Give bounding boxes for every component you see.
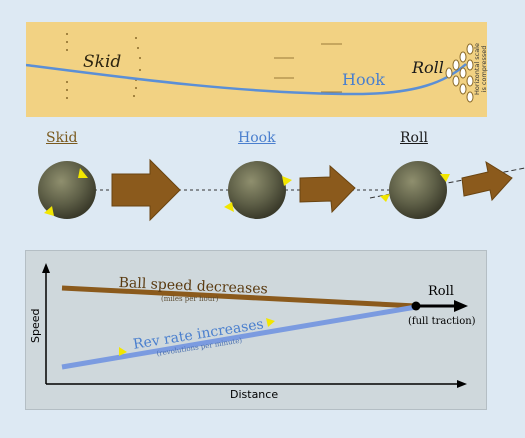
roll-arrow-head xyxy=(454,300,468,312)
roll-ball xyxy=(389,161,447,219)
rev-marker-right xyxy=(266,318,275,327)
rev-marker-left xyxy=(119,347,127,356)
hook-ball xyxy=(228,161,286,219)
graph-drawing xyxy=(42,263,468,388)
lane-marks xyxy=(274,43,342,93)
x-axis-label: Distance xyxy=(230,388,279,401)
hook-marker-top xyxy=(282,176,292,186)
skid-phase xyxy=(38,158,250,222)
ball-speed-units: (miles per hour) xyxy=(161,295,219,303)
phase-illustration xyxy=(38,158,525,222)
lane-hook-label: Hook xyxy=(342,70,385,89)
bowling-lane: Skid Hook Roll Horizontal scale is compr… xyxy=(25,22,488,117)
skid-direction-arrow xyxy=(111,158,181,222)
x-axis-arrowhead xyxy=(457,380,467,388)
hook-marker-bottom xyxy=(224,202,234,212)
skid-ball xyxy=(38,161,96,219)
skid-marker-top xyxy=(78,168,88,178)
rev-rate-line xyxy=(61,304,417,370)
roll-marker-left xyxy=(380,194,390,202)
lane-roll-label: Roll xyxy=(412,58,444,77)
full-traction-label: (full traction) xyxy=(408,316,476,327)
scale-note: Horizontal scale is compressed xyxy=(473,34,488,104)
ball-speed-line xyxy=(61,285,417,309)
lane-drawing xyxy=(25,33,474,103)
pin-deck xyxy=(445,43,474,103)
full-traction-point xyxy=(411,301,421,311)
skid-marker-bottom xyxy=(44,206,54,216)
roll-direction-arrow xyxy=(461,160,513,202)
ball-path xyxy=(25,63,467,96)
y-axis-arrowhead xyxy=(42,263,50,273)
roll-marker-top xyxy=(440,174,450,182)
graph-roll-label: Roll xyxy=(428,284,454,299)
phase-skid-heading: Skid xyxy=(46,130,78,146)
lane-skid-label: Skid xyxy=(83,52,122,72)
roll-phase xyxy=(369,160,525,219)
phase-hook-heading: Hook xyxy=(238,130,276,146)
hook-direction-arrow xyxy=(299,164,356,214)
scale-note-line2: is compressed xyxy=(480,45,488,93)
y-axis-label: Speed xyxy=(29,308,42,343)
phase-roll-heading: Roll xyxy=(400,130,428,146)
hook-phase xyxy=(224,161,390,219)
speed-graph: Ball speed decreases (miles per hour) Re… xyxy=(25,250,487,410)
